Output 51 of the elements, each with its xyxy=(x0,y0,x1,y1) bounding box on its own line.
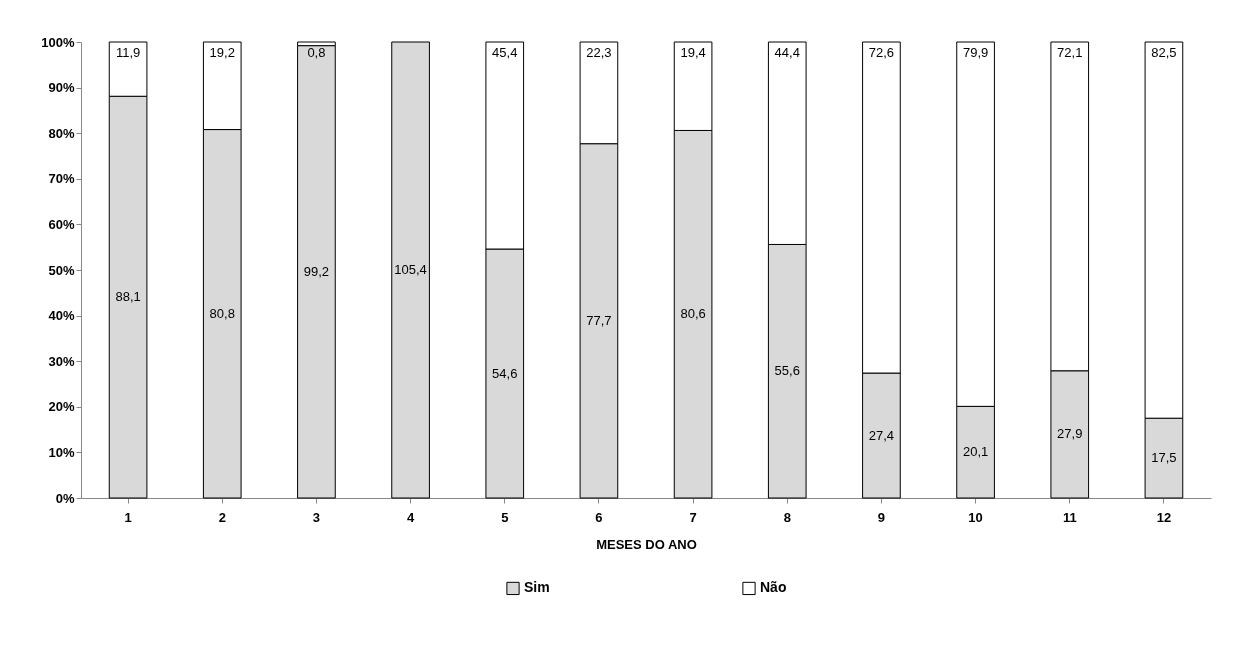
data-label: 45,4 xyxy=(492,45,518,60)
annotation: 105,4 xyxy=(394,262,427,277)
y-tick-label: 90% xyxy=(48,80,75,96)
data-label: 77,7 xyxy=(586,312,612,328)
data-label: 19,4 xyxy=(680,45,706,60)
data-label: 80,6 xyxy=(680,306,706,322)
data-label: 79,9 xyxy=(962,45,989,60)
x-tick-label: 11 xyxy=(1062,509,1077,525)
y-tick-label: 40% xyxy=(48,308,75,324)
x-tick-label: 1 xyxy=(124,509,132,525)
data-label: 17,5 xyxy=(1151,450,1177,466)
y-tick-label: 50% xyxy=(48,262,75,278)
x-tick-label: 12 xyxy=(1156,509,1172,525)
bar xyxy=(391,41,430,499)
y-tick-label: 10% xyxy=(48,444,75,460)
x-tick-label: 3 xyxy=(312,509,321,525)
x-tick-label: 5 xyxy=(501,509,509,525)
data-label: 80,8 xyxy=(209,305,235,321)
data-label: 27,4 xyxy=(868,427,895,443)
y-tick-label: 80% xyxy=(48,125,75,141)
data-label: 55,6 xyxy=(774,363,800,379)
data-label: 0,8 xyxy=(307,45,326,60)
data-label: 20,1 xyxy=(962,444,989,460)
x-tick-label: 9 xyxy=(877,509,886,525)
legend-label: Não xyxy=(760,579,787,596)
data-label: 99,2 xyxy=(303,263,330,279)
data-label: 19,2 xyxy=(209,45,235,60)
data-label: 27,9 xyxy=(1057,426,1083,442)
y-tick-label: 20% xyxy=(48,399,75,415)
x-tick-label: 6 xyxy=(595,509,603,525)
x-tick-label: 8 xyxy=(783,509,791,525)
x-tick-label: 4 xyxy=(406,509,415,525)
x-tick-label: 2 xyxy=(218,509,226,525)
y-tick-label: 60% xyxy=(48,216,75,232)
x-tick-label: 10 xyxy=(968,509,983,525)
data-label: 11,9 xyxy=(115,45,141,60)
legend-label: Sim xyxy=(524,579,550,596)
data-label: 54,6 xyxy=(492,365,518,381)
data-label: 88,1 xyxy=(115,289,141,305)
data-label: 72,6 xyxy=(868,45,895,60)
data-label: 22,3 xyxy=(586,45,612,60)
bar xyxy=(297,45,336,499)
y-tick-label: 30% xyxy=(48,353,75,369)
data-label: 44,4 xyxy=(774,45,800,60)
y-tick-label: 70% xyxy=(48,171,75,187)
y-tick-label: 0% xyxy=(55,490,75,506)
data-label: 72,1 xyxy=(1057,45,1083,60)
data-label: 82,5 xyxy=(1151,45,1177,60)
y-tick-label: 100% xyxy=(41,34,75,50)
x-axis-title: MESES DO ANO xyxy=(596,536,697,552)
x-tick-label: 7 xyxy=(689,509,697,525)
